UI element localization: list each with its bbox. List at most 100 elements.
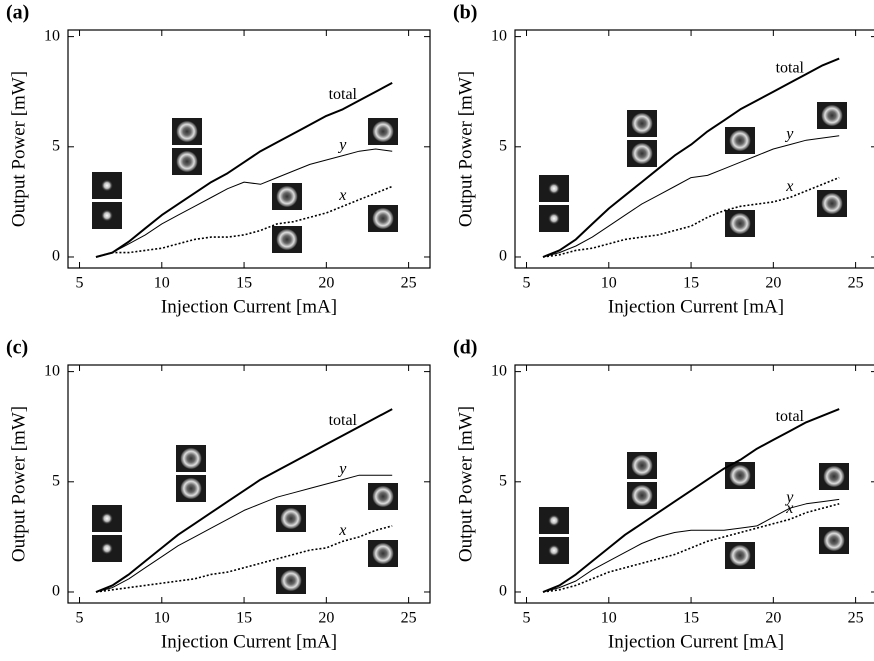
y-tick-label: 0 xyxy=(499,583,507,600)
x-tick-label: 25 xyxy=(848,610,864,627)
y-tick-label: 10 xyxy=(491,27,507,44)
series-line xyxy=(542,57,840,258)
beam-spot xyxy=(101,179,113,192)
series-line xyxy=(95,82,393,258)
y-axis-label: Output Power [mW] xyxy=(455,406,476,562)
x-tick-label: 10 xyxy=(154,610,170,627)
y-tick-label: 10 xyxy=(491,362,507,379)
beam-spot xyxy=(823,529,845,552)
x-tick-label: 15 xyxy=(683,610,699,627)
series-label: y xyxy=(784,125,794,142)
beam-spot xyxy=(372,207,394,230)
beam-spot xyxy=(729,544,751,567)
x-tick-label: 20 xyxy=(765,610,781,627)
beam-spot xyxy=(372,120,394,143)
x-tick-label: 15 xyxy=(236,275,252,292)
series-line xyxy=(95,185,393,258)
y-tick-label: 0 xyxy=(499,248,507,265)
series-line xyxy=(542,135,840,258)
beam-spot xyxy=(101,512,113,525)
series-line xyxy=(95,408,393,593)
beam-spot xyxy=(101,209,113,222)
panel-label: (b) xyxy=(453,2,477,24)
series-label: x xyxy=(338,187,346,204)
x-tick-label: 25 xyxy=(401,275,417,292)
beam-spot xyxy=(631,454,653,477)
x-tick-label: 25 xyxy=(848,275,864,292)
beam-spot xyxy=(548,212,560,225)
series-label: y xyxy=(784,489,794,506)
x-tick-label: 25 xyxy=(401,610,417,627)
x-axis-label: Injection Current [mA] xyxy=(608,296,784,317)
x-axis-label: Injection Current [mA] xyxy=(608,631,784,652)
x-tick-label: 20 xyxy=(318,275,334,292)
beam-spot xyxy=(176,120,198,143)
x-tick-label: 10 xyxy=(154,275,170,292)
x-axis-label: Injection Current [mA] xyxy=(161,631,337,652)
x-tick-label: 20 xyxy=(765,275,781,292)
beam-spot xyxy=(548,514,560,527)
x-tick-label: 20 xyxy=(318,610,334,627)
beam-spot xyxy=(101,542,113,555)
beam-spot xyxy=(280,569,302,592)
beam-spot xyxy=(631,142,653,165)
x-tick-label: 5 xyxy=(523,275,531,292)
beam-spot xyxy=(176,150,198,173)
panel-label: (d) xyxy=(453,337,477,359)
series-label: x xyxy=(338,522,346,539)
beam-spot xyxy=(372,485,394,508)
series-label: x xyxy=(785,500,793,517)
y-tick-label: 10 xyxy=(44,27,60,44)
beam-spot xyxy=(276,228,298,251)
y-axis-label: Output Power [mW] xyxy=(8,71,29,227)
series-label: y xyxy=(337,136,347,153)
series-label: y xyxy=(337,460,347,477)
x-tick-label: 5 xyxy=(76,275,84,292)
beam-spot xyxy=(631,484,653,507)
beam-spot xyxy=(180,447,202,470)
x-tick-label: 5 xyxy=(76,610,84,627)
x-tick-label: 10 xyxy=(601,275,617,292)
y-tick-label: 5 xyxy=(52,472,60,489)
beam-spot xyxy=(729,212,751,235)
series-line xyxy=(542,498,840,593)
beam-spot xyxy=(729,464,751,487)
y-tick-label: 0 xyxy=(52,583,60,600)
beam-spot xyxy=(823,465,845,488)
series-line xyxy=(95,474,393,593)
plot-frame xyxy=(67,29,431,269)
panel-label: (a) xyxy=(6,2,29,24)
beam-spot xyxy=(276,185,298,208)
series-line xyxy=(542,176,840,258)
beam-spot xyxy=(631,112,653,135)
plot-frame xyxy=(67,364,431,604)
series-label: total xyxy=(329,412,358,429)
plot-frame xyxy=(514,29,874,269)
panel-label: (c) xyxy=(6,337,28,359)
beam-spot xyxy=(372,542,394,565)
beam-spot xyxy=(821,192,843,215)
y-axis-label: Output Power [mW] xyxy=(455,71,476,227)
series-line xyxy=(542,408,840,593)
series-label: total xyxy=(329,86,358,103)
y-tick-label: 0 xyxy=(52,248,60,265)
x-tick-label: 15 xyxy=(683,275,699,292)
beam-spot xyxy=(180,477,202,500)
series-line xyxy=(542,503,840,593)
y-tick-label: 5 xyxy=(499,137,507,154)
beam-spot xyxy=(548,544,560,557)
y-axis-label: Output Power [mW] xyxy=(8,406,29,562)
x-tick-label: 10 xyxy=(601,610,617,627)
series-label: total xyxy=(776,60,805,77)
y-tick-label: 5 xyxy=(52,137,60,154)
series-label: x xyxy=(785,178,793,195)
beam-spot xyxy=(821,104,843,127)
series-label: total xyxy=(776,408,805,425)
series-line xyxy=(95,148,393,258)
y-tick-label: 5 xyxy=(499,472,507,489)
x-tick-label: 5 xyxy=(523,610,531,627)
x-axis-label: Injection Current [mA] xyxy=(161,296,337,317)
